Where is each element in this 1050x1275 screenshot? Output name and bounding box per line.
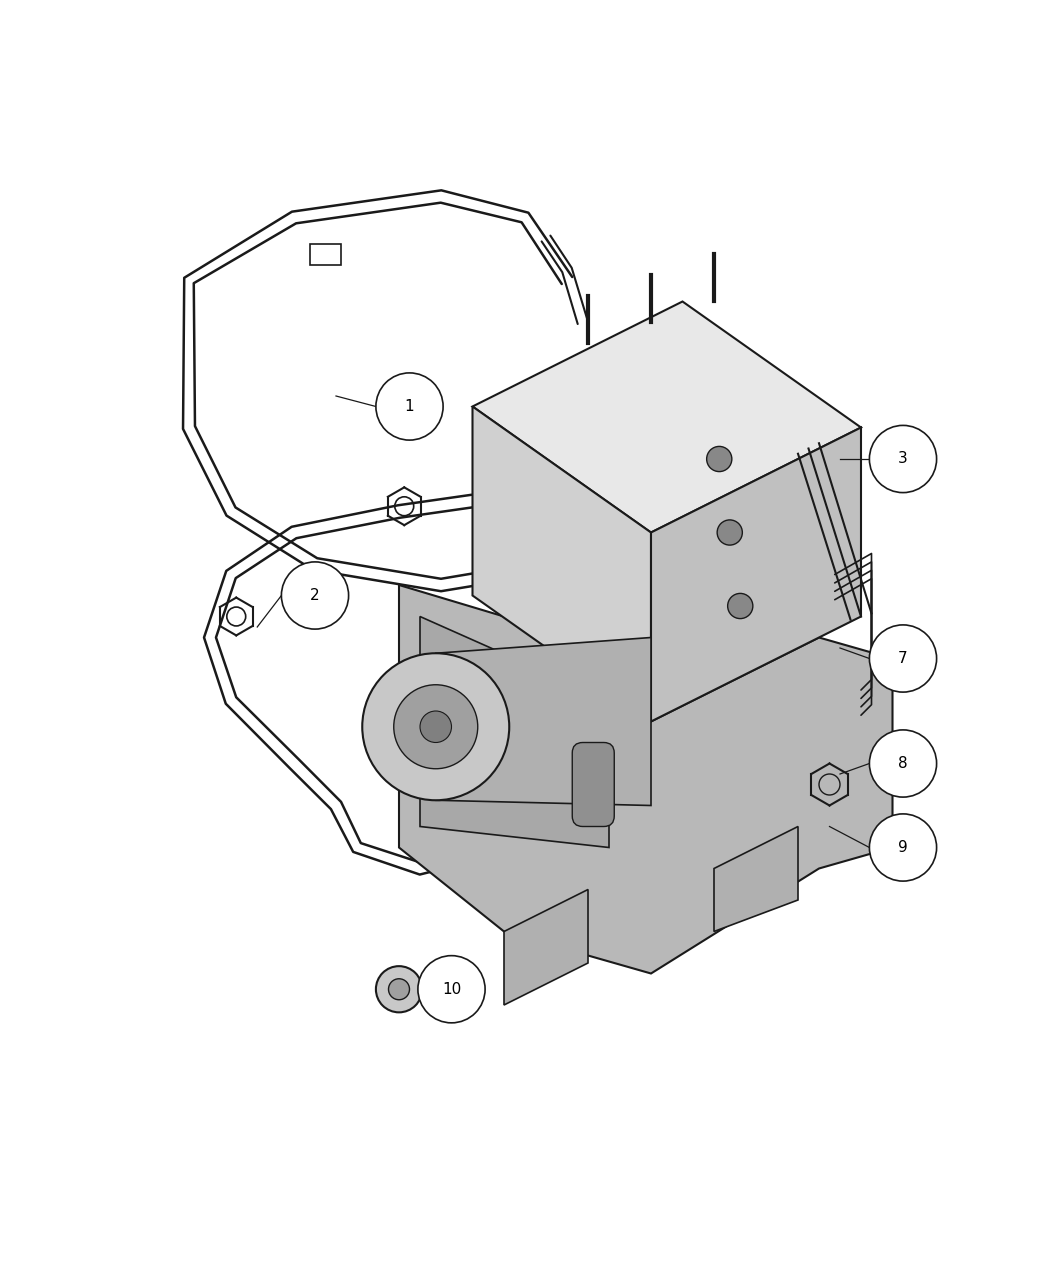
Circle shape (362, 653, 509, 801)
Circle shape (707, 446, 732, 472)
Text: 10: 10 (442, 982, 461, 997)
Polygon shape (436, 638, 651, 806)
Circle shape (869, 813, 937, 881)
Polygon shape (651, 427, 861, 722)
Circle shape (394, 685, 478, 769)
Circle shape (418, 956, 485, 1023)
Bar (310, 244, 341, 265)
Text: 7: 7 (898, 652, 908, 666)
Circle shape (717, 520, 742, 546)
Polygon shape (714, 826, 798, 932)
Text: 3: 3 (898, 451, 908, 467)
Polygon shape (472, 301, 861, 533)
Circle shape (376, 966, 422, 1012)
Polygon shape (420, 617, 609, 848)
Polygon shape (472, 407, 651, 722)
Polygon shape (399, 585, 892, 974)
Text: 9: 9 (898, 840, 908, 856)
Circle shape (388, 979, 410, 1000)
Circle shape (869, 625, 937, 692)
Circle shape (869, 729, 937, 797)
Circle shape (728, 593, 753, 618)
Circle shape (281, 562, 349, 629)
Text: 8: 8 (898, 756, 908, 771)
Text: 1: 1 (404, 399, 415, 414)
Text: 2: 2 (310, 588, 320, 603)
FancyBboxPatch shape (572, 742, 614, 826)
Circle shape (420, 711, 451, 742)
Circle shape (869, 426, 937, 492)
Polygon shape (504, 890, 588, 1005)
Circle shape (376, 372, 443, 440)
